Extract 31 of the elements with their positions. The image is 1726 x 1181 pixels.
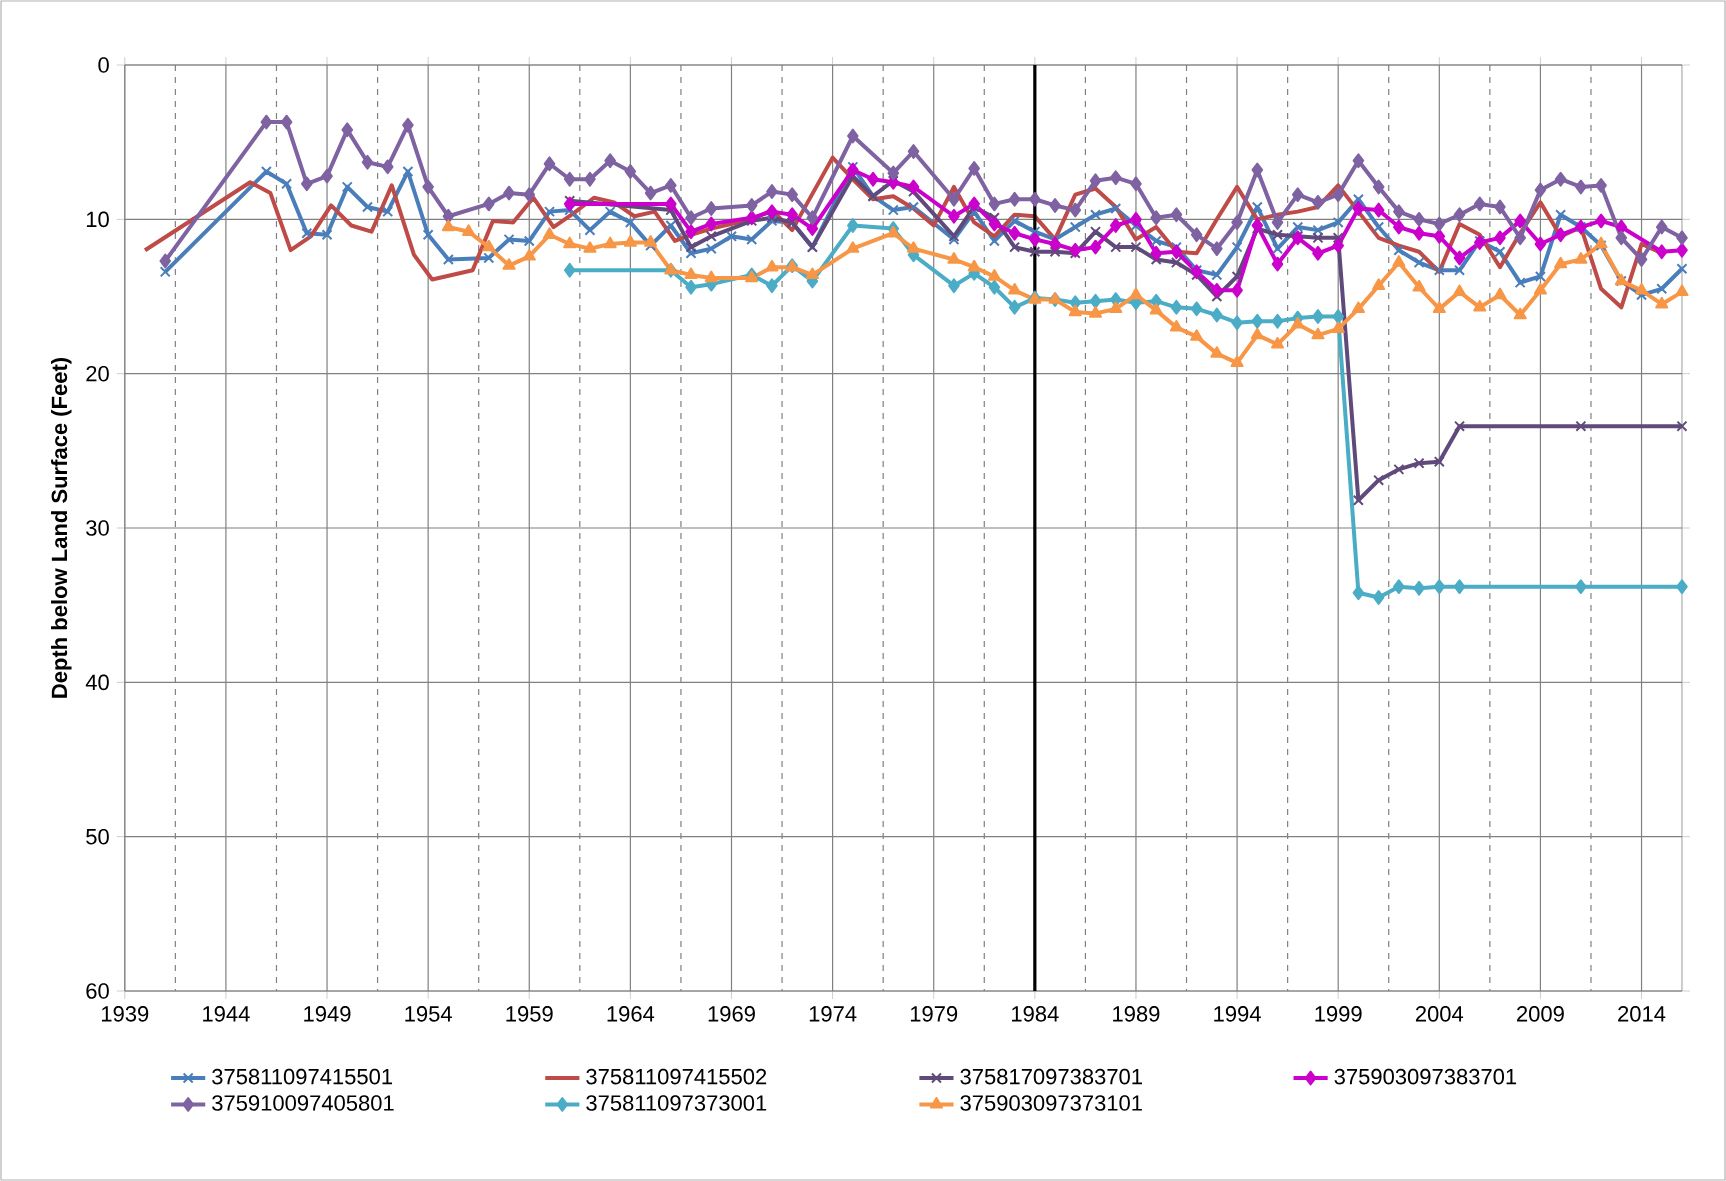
y-tick-label: 50 <box>86 828 109 845</box>
legend-label: 375903097383701 <box>1334 1068 1517 1085</box>
x-tick-label: 1999 <box>1315 1006 1362 1022</box>
x-tick-label: 1994 <box>1214 1006 1261 1022</box>
x-tick-label: 1969 <box>708 1006 755 1022</box>
x-tick-label: 1944 <box>203 1006 250 1022</box>
x-tick-label: 1939 <box>101 1006 149 1022</box>
x-tick-label: 1974 <box>809 1006 857 1022</box>
legend-label: 375817097383701 <box>960 1068 1142 1085</box>
y-tick-label: 30 <box>86 520 109 536</box>
legend-label: 375903097373101 <box>960 1095 1142 1111</box>
x-tick-label: 2014 <box>1618 1006 1666 1022</box>
legend-label: 375910097405801 <box>212 1095 394 1111</box>
y-tick-label: 20 <box>86 365 109 382</box>
y-axis-title: Depth below Land Surface (Feet) <box>51 357 72 698</box>
legend-label: 375811097415502 <box>586 1068 767 1085</box>
x-tick-label: 1949 <box>304 1006 351 1022</box>
legend-label: 375811097415501 <box>212 1068 393 1085</box>
y-tick-label: 60 <box>86 983 109 999</box>
x-tick-label: 1989 <box>1113 1006 1160 1022</box>
x-tick-label: 1959 <box>506 1006 553 1022</box>
x-tick-label: 2009 <box>1517 1006 1564 1022</box>
x-tick-label: 2004 <box>1415 1006 1464 1022</box>
x-tick-label: 1979 <box>910 1006 958 1022</box>
x-tick-label: 1964 <box>607 1006 655 1022</box>
x-tick-label: 1984 <box>1012 1006 1059 1022</box>
legend-label: 375811097373001 <box>586 1095 767 1111</box>
x-tick-label: 1954 <box>405 1006 452 1022</box>
y-tick-label: 40 <box>85 674 109 691</box>
y-tick-label: 0 <box>98 57 109 73</box>
y-tick-label: 10 <box>86 211 109 228</box>
